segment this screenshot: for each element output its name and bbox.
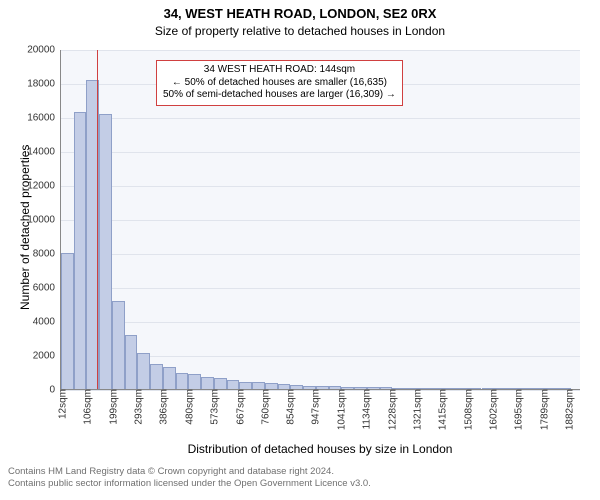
xtick-label: 1041sqm <box>332 389 347 430</box>
histogram-bar <box>61 253 74 389</box>
ytick-label: 12000 <box>27 181 61 192</box>
xtick-label: 1789sqm <box>535 389 550 430</box>
credits-line-1: Contains HM Land Registry data © Crown c… <box>8 466 371 478</box>
gridline-h <box>61 152 580 153</box>
xtick-label: 1415sqm <box>434 389 449 430</box>
annotation-line: ← 50% of detached houses are smaller (16… <box>163 77 396 90</box>
xtick-label: 667sqm <box>231 389 246 425</box>
histogram-bar <box>112 301 125 389</box>
xtick-label: 293sqm <box>130 389 145 425</box>
xtick-label: 1695sqm <box>510 389 525 430</box>
annotation-line: 34 WEST HEATH ROAD: 144sqm <box>163 64 396 77</box>
xtick-label: 106sqm <box>79 389 94 425</box>
histogram-bar <box>150 364 163 390</box>
xtick-label: 1508sqm <box>459 389 474 430</box>
xtick-label: 12sqm <box>54 389 69 419</box>
ytick-label: 2000 <box>33 351 61 362</box>
histogram-bar <box>214 378 227 389</box>
gridline-h <box>61 288 580 289</box>
histogram-bar <box>125 335 138 389</box>
xtick-label: 854sqm <box>282 389 297 425</box>
credits-footer: Contains HM Land Registry data © Crown c… <box>8 466 371 491</box>
gridline-h <box>61 220 580 221</box>
chart-area: 0200040006000800010000120001400016000180… <box>60 50 580 390</box>
gridline-h <box>61 322 580 323</box>
xtick-label: 480sqm <box>180 389 195 425</box>
xtick-label: 1321sqm <box>408 389 423 430</box>
gridline-h <box>61 50 580 51</box>
xtick-label: 1602sqm <box>485 389 500 430</box>
xtick-label: 199sqm <box>104 389 119 425</box>
histogram-bar <box>252 382 265 389</box>
annotation-line: 50% of semi-detached houses are larger (… <box>163 89 396 102</box>
ytick-label: 6000 <box>33 283 61 294</box>
x-axis-label: Distribution of detached houses by size … <box>60 442 580 456</box>
histogram-bar <box>99 114 112 389</box>
xtick-label: 1882sqm <box>560 389 575 430</box>
chart-subtitle: Size of property relative to detached ho… <box>0 24 600 38</box>
histogram-bar <box>137 353 150 389</box>
histogram-bar <box>201 377 214 389</box>
highlight-line <box>97 50 98 389</box>
ytick-label: 4000 <box>33 317 61 328</box>
ytick-label: 16000 <box>27 113 61 124</box>
gridline-h <box>61 118 580 119</box>
gridline-h <box>61 254 580 255</box>
ytick-label: 8000 <box>33 249 61 260</box>
xtick-label: 947sqm <box>307 389 322 425</box>
xtick-label: 573sqm <box>206 389 221 425</box>
xtick-label: 386sqm <box>155 389 170 425</box>
histogram-bar <box>227 380 240 389</box>
ytick-label: 20000 <box>27 45 61 56</box>
ytick-label: 14000 <box>27 147 61 158</box>
histogram-bar <box>188 374 201 389</box>
chart-title: 34, WEST HEATH ROAD, LONDON, SE2 0RX <box>0 6 600 21</box>
histogram-bar <box>74 112 87 389</box>
gridline-h <box>61 186 580 187</box>
xtick-label: 760sqm <box>256 389 271 425</box>
ytick-label: 10000 <box>27 215 61 226</box>
annotation-box: 34 WEST HEATH ROAD: 144sqm← 50% of detac… <box>156 60 403 106</box>
histogram-bar <box>239 382 252 389</box>
credits-line-2: Contains public sector information licen… <box>8 478 371 490</box>
ytick-label: 18000 <box>27 79 61 90</box>
xtick-label: 1134sqm <box>358 389 373 429</box>
y-axis-label: Number of detached properties <box>18 145 32 310</box>
histogram-bar <box>163 367 176 389</box>
histogram-bar <box>176 373 189 389</box>
xtick-label: 1228sqm <box>383 389 398 430</box>
plot-area: 0200040006000800010000120001400016000180… <box>60 50 580 390</box>
